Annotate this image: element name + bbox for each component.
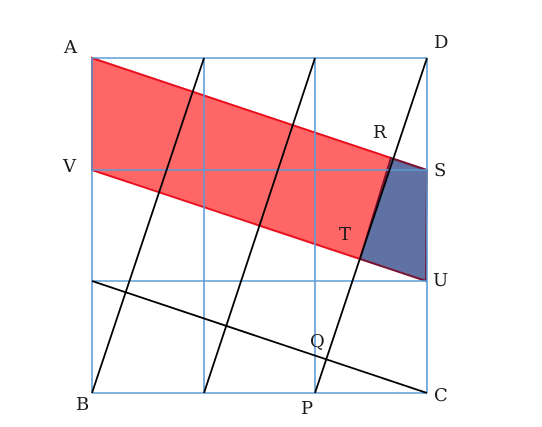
slant-line-2 — [203, 57, 316, 394]
label-B: B — [76, 394, 89, 415]
label-T: T — [339, 224, 351, 245]
slant-line-1 — [91, 57, 205, 394]
construction-lines — [91, 57, 428, 394]
label-R: R — [373, 122, 387, 143]
line-to-C — [91, 280, 428, 394]
label-P: P — [301, 398, 313, 419]
slant-line-P-D — [314, 57, 428, 394]
label-V: V — [62, 156, 77, 177]
label-C: C — [434, 385, 448, 406]
label-U: U — [433, 270, 448, 291]
label-A: A — [63, 37, 78, 58]
label-D: D — [434, 32, 448, 53]
label-Q: Q — [310, 331, 325, 352]
point-labels: A D V S R T U Q B P C — [62, 32, 448, 419]
square-grid — [91, 57, 428, 394]
label-S: S — [434, 160, 446, 181]
